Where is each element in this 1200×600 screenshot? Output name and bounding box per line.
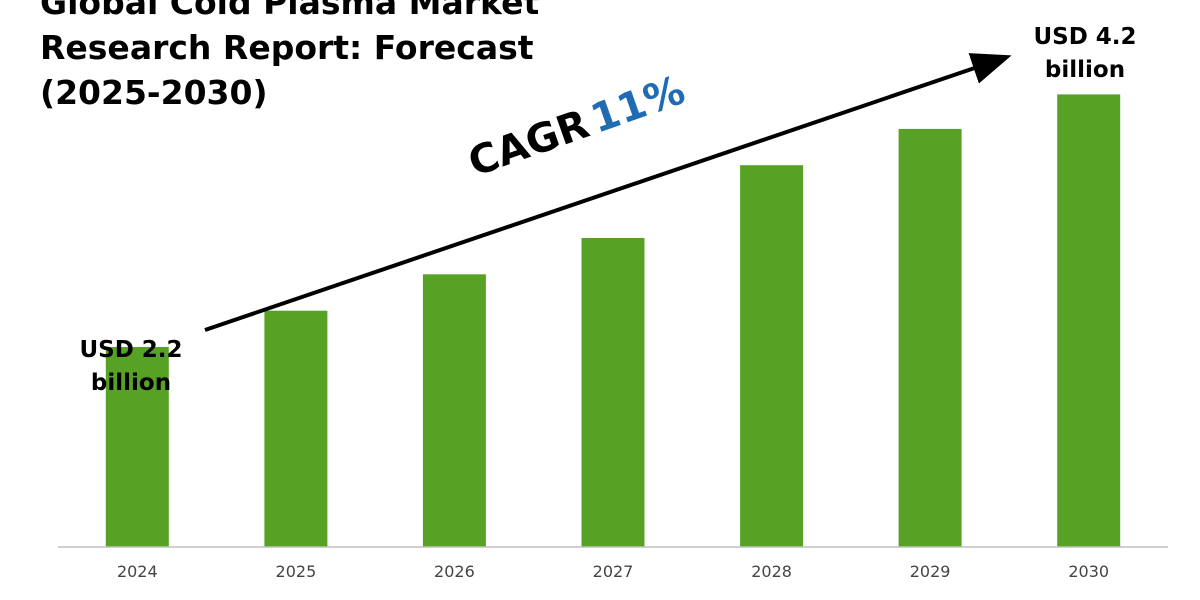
start-value-label: USD 2.2 billion (79, 337, 183, 396)
bar-2024 (105, 347, 169, 547)
x-tick-label-2027: 2027 (593, 562, 634, 581)
bar-2026 (422, 274, 486, 547)
cagr-trend-arrow (204, 53, 1012, 332)
chart-title: Global Cold Plasma Market Research Repor… (40, 0, 540, 112)
x-tick-label-2028: 2028 (751, 562, 792, 581)
x-tick-label-2026: 2026 (434, 562, 475, 581)
bar-2027 (581, 238, 645, 547)
end-value-label: USD 4.2 billion (1033, 24, 1137, 83)
bar-2029 (898, 128, 962, 547)
bar-2030 (1057, 94, 1121, 548)
x-tick-label-2024: 2024 (117, 562, 158, 581)
x-tick-label-2025: 2025 (276, 562, 317, 581)
x-tick-label-2029: 2029 (910, 562, 951, 581)
bar-2028 (740, 165, 804, 547)
x-tick-label-2030: 2030 (1068, 562, 1109, 581)
bar-2025 (264, 310, 328, 547)
